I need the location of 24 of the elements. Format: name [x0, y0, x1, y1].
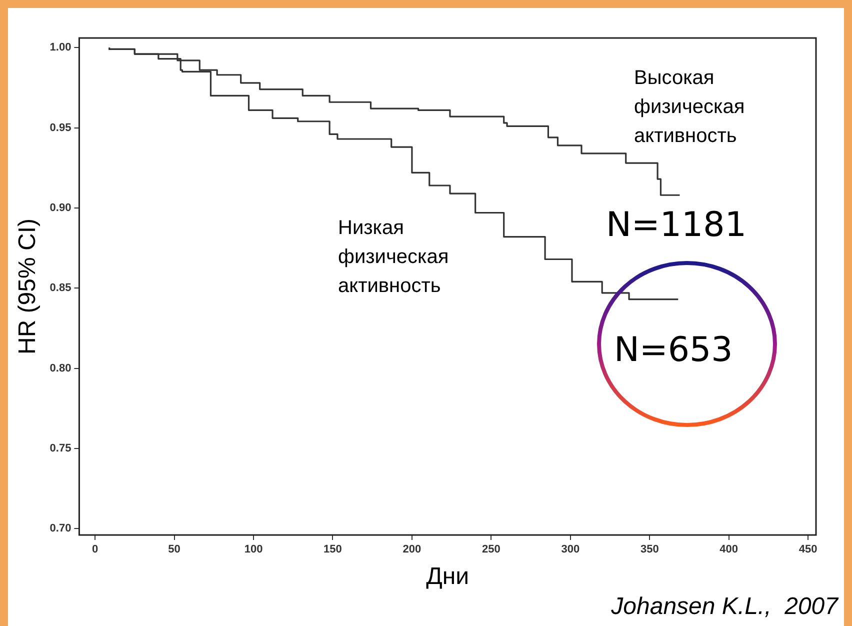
x-tick-label: 50: [168, 544, 180, 556]
series-label: Высокая физическая активность: [634, 67, 745, 147]
x-axis-title: Дни: [426, 563, 470, 590]
x-tick-label: 450: [798, 544, 818, 556]
y-tick-label: 0.85: [50, 282, 72, 294]
y-axis-title: HR (95% CI): [14, 218, 42, 355]
series-label: Низкая физическая активность: [338, 217, 449, 297]
y-tick-label: 0.75: [50, 442, 72, 454]
x-tick-label: 0: [92, 544, 98, 556]
x-tick-label: 350: [640, 544, 659, 556]
x-tick-label: 150: [324, 544, 342, 556]
x-tick-label: 200: [402, 544, 422, 556]
annotation: N=1181: [606, 205, 746, 245]
annotation: N=653: [614, 330, 733, 370]
x-tick-label: 300: [561, 544, 580, 556]
y-tick-label: 1.00: [50, 42, 72, 54]
y-tick-label: 0.80: [50, 362, 72, 374]
x-tick-label: 250: [482, 544, 500, 556]
y-tick-label: 0.70: [50, 522, 72, 535]
y-tick-label: 0.95: [50, 122, 72, 134]
x-tick-label: 100: [244, 544, 263, 556]
x-tick-label: 400: [720, 544, 738, 556]
y-tick-label: 0.90: [50, 202, 72, 214]
text: Johansen K.L., 2007: [610, 593, 840, 620]
